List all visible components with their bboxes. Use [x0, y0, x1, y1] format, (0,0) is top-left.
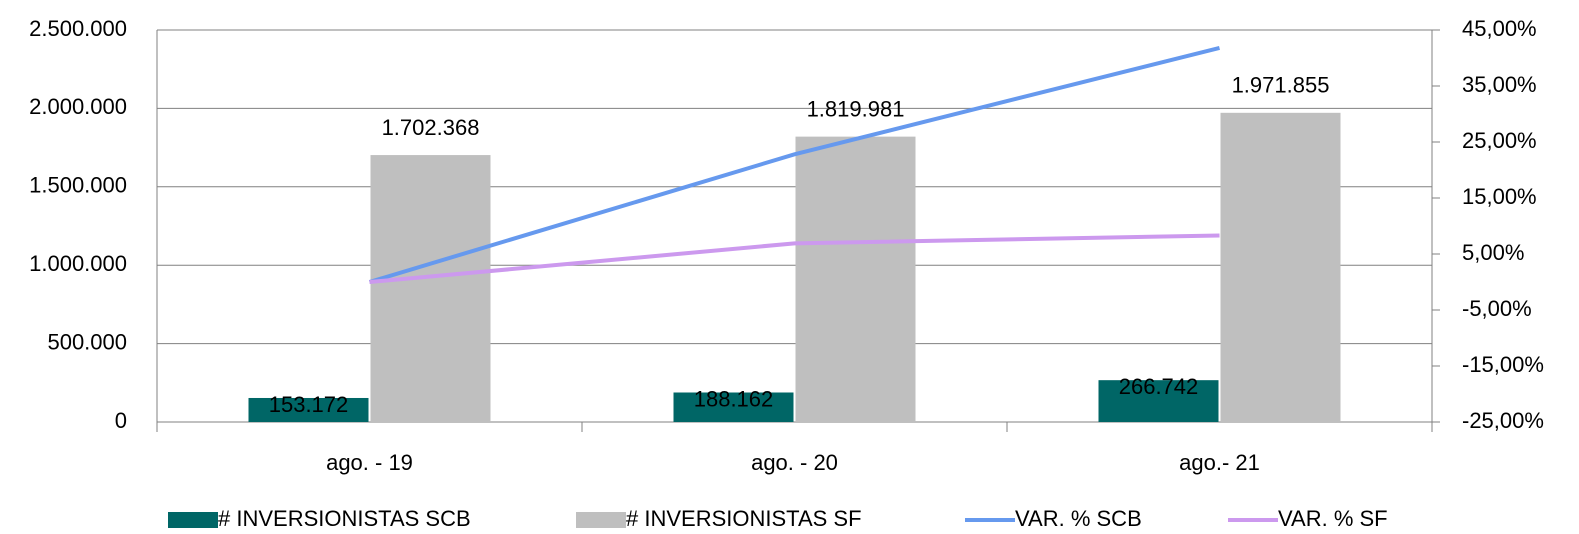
legend-swatch — [168, 512, 218, 528]
data-label: 266.742 — [1119, 374, 1199, 399]
y2-tick-label: 35,00% — [1462, 72, 1537, 97]
y2-tick-label: -25,00% — [1462, 408, 1544, 433]
x-tick-label: ago.- 21 — [1179, 450, 1260, 475]
bar — [673, 392, 794, 422]
y2-tick-label: -15,00% — [1462, 352, 1544, 377]
y-tick-label: 1.500.000 — [29, 173, 127, 198]
y-tick-label: 0 — [115, 408, 127, 433]
data-label: 153.172 — [269, 392, 349, 417]
y2-tick-label: -5,00% — [1462, 296, 1532, 321]
data-label: 1.702.368 — [382, 115, 480, 140]
y2-tick-label: 25,00% — [1462, 128, 1537, 153]
legend-swatch — [576, 512, 626, 528]
data-label: 1.971.855 — [1232, 73, 1330, 98]
y-tick-label: 2.000.000 — [29, 94, 127, 119]
y2-tick-label: 45,00% — [1462, 16, 1537, 41]
y-tick-label: 2.500.000 — [29, 16, 127, 41]
bar — [1098, 380, 1219, 422]
y2-tick-label: 15,00% — [1462, 184, 1537, 209]
legend-label: # INVERSIONISTAS SCB — [218, 506, 471, 531]
y2-tick-label: 5,00% — [1462, 240, 1524, 265]
line — [369, 233, 1220, 284]
bar — [1220, 112, 1341, 422]
bar — [248, 397, 369, 422]
bar — [370, 155, 491, 422]
bar — [795, 136, 916, 422]
data-label: 188.162 — [694, 386, 774, 411]
y-tick-label: 1.000.000 — [29, 251, 127, 276]
legend-label: VAR. % SCB — [1015, 506, 1142, 531]
legend-label: VAR. % SF — [1278, 506, 1388, 531]
y-tick-label: 500.000 — [47, 329, 127, 354]
x-tick-label: ago. - 20 — [751, 450, 838, 475]
x-tick-label: ago. - 19 — [326, 450, 413, 475]
line — [368, 45, 1220, 284]
data-label: 1.819.981 — [807, 96, 905, 121]
legend-label: # INVERSIONISTAS SF — [626, 506, 862, 531]
